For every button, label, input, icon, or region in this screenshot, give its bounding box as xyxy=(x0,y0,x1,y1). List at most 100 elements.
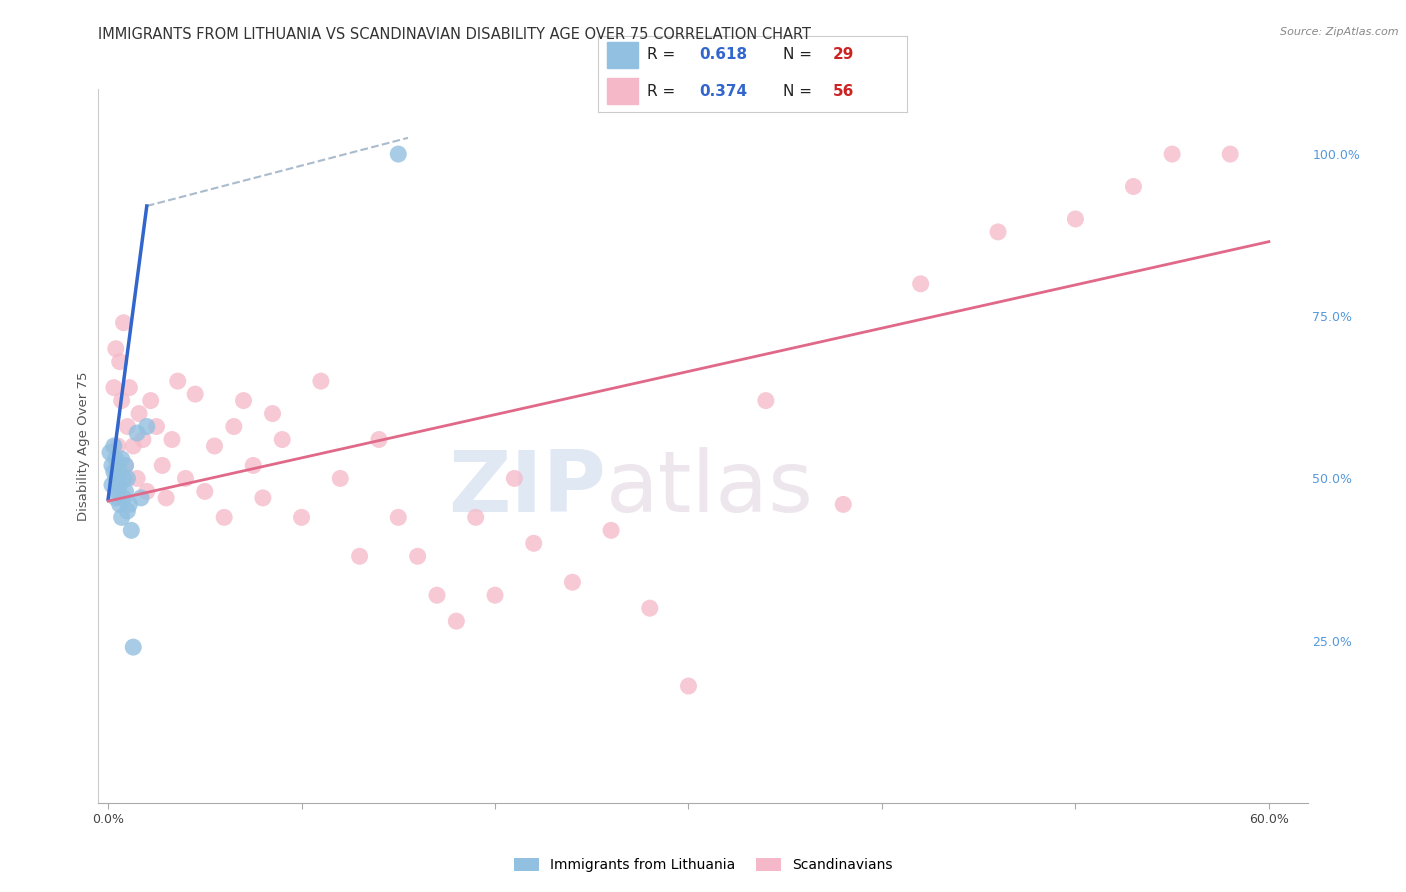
Point xyxy=(503,471,526,485)
Point xyxy=(139,393,162,408)
Point xyxy=(755,393,778,408)
Point xyxy=(987,225,1010,239)
Point xyxy=(101,478,124,492)
Point xyxy=(117,419,139,434)
Point xyxy=(150,458,173,473)
Point xyxy=(103,465,125,479)
Text: R =: R = xyxy=(647,47,681,62)
Point xyxy=(135,419,157,434)
Point xyxy=(118,381,141,395)
Point xyxy=(107,458,129,473)
Point xyxy=(117,471,139,485)
Point xyxy=(114,458,136,473)
Point xyxy=(135,484,157,499)
Point xyxy=(1122,179,1144,194)
Point xyxy=(309,374,332,388)
Text: IMMIGRANTS FROM LITHUANIA VS SCANDINAVIAN DISABILITY AGE OVER 75 CORRELATION CHA: IMMIGRANTS FROM LITHUANIA VS SCANDINAVIA… xyxy=(98,27,811,42)
Point xyxy=(232,393,254,408)
Point xyxy=(112,316,135,330)
Point xyxy=(111,510,134,524)
Point xyxy=(103,381,125,395)
Point xyxy=(129,491,152,505)
Point xyxy=(114,458,136,473)
Point xyxy=(145,419,167,434)
Point xyxy=(104,491,127,505)
Point xyxy=(638,601,661,615)
Point xyxy=(118,497,141,511)
Text: 56: 56 xyxy=(832,84,853,98)
Point xyxy=(127,425,149,440)
Point xyxy=(122,640,145,654)
Point xyxy=(1161,147,1184,161)
Point xyxy=(107,471,129,485)
Text: 0.374: 0.374 xyxy=(700,84,748,98)
Point xyxy=(112,471,135,485)
Point xyxy=(114,484,136,499)
Point xyxy=(212,510,235,524)
Point xyxy=(349,549,371,564)
Text: atlas: atlas xyxy=(606,447,814,531)
Point xyxy=(910,277,932,291)
Point xyxy=(484,588,506,602)
Point xyxy=(464,510,486,524)
Text: R =: R = xyxy=(647,84,681,98)
Point xyxy=(523,536,546,550)
Point xyxy=(160,433,183,447)
Point xyxy=(111,452,134,467)
Point xyxy=(108,465,131,479)
Point xyxy=(98,445,121,459)
Text: N =: N = xyxy=(783,47,817,62)
Point xyxy=(117,504,139,518)
Point xyxy=(104,342,127,356)
Point xyxy=(368,433,391,447)
Point xyxy=(107,439,129,453)
Point xyxy=(406,549,429,564)
Text: N =: N = xyxy=(783,84,817,98)
FancyBboxPatch shape xyxy=(607,78,638,104)
Y-axis label: Disability Age Over 75: Disability Age Over 75 xyxy=(77,371,90,521)
Point xyxy=(252,491,274,505)
Point xyxy=(174,471,197,485)
Point xyxy=(1219,147,1241,161)
Point xyxy=(329,471,352,485)
Point xyxy=(166,374,188,388)
Point xyxy=(104,452,127,467)
Point xyxy=(107,484,129,499)
Text: 29: 29 xyxy=(832,47,853,62)
Point xyxy=(112,491,135,505)
Point xyxy=(271,433,294,447)
Point xyxy=(155,491,177,505)
Point xyxy=(127,471,149,485)
Point xyxy=(111,393,134,408)
Point xyxy=(678,679,700,693)
Point xyxy=(128,407,150,421)
Point xyxy=(204,439,226,453)
Point xyxy=(104,471,127,485)
Point xyxy=(387,147,409,161)
Point xyxy=(122,439,145,453)
Point xyxy=(120,524,142,538)
FancyBboxPatch shape xyxy=(607,42,638,68)
Point xyxy=(132,433,155,447)
Text: ZIP: ZIP xyxy=(449,447,606,531)
Point xyxy=(446,614,468,628)
Point xyxy=(184,387,207,401)
Point xyxy=(561,575,583,590)
Point xyxy=(108,478,131,492)
Point xyxy=(426,588,449,602)
Point xyxy=(194,484,217,499)
Text: Source: ZipAtlas.com: Source: ZipAtlas.com xyxy=(1281,27,1399,37)
Point xyxy=(1064,211,1087,226)
Point xyxy=(387,510,409,524)
Point xyxy=(262,407,284,421)
Point xyxy=(242,458,264,473)
Legend: Immigrants from Lithuania, Scandinavians: Immigrants from Lithuania, Scandinavians xyxy=(508,853,898,878)
Point xyxy=(108,354,131,368)
Point xyxy=(290,510,312,524)
Point xyxy=(103,439,125,453)
Point xyxy=(108,497,131,511)
Text: 0.618: 0.618 xyxy=(700,47,748,62)
Point xyxy=(832,497,855,511)
Point xyxy=(101,458,124,473)
Point xyxy=(600,524,623,538)
